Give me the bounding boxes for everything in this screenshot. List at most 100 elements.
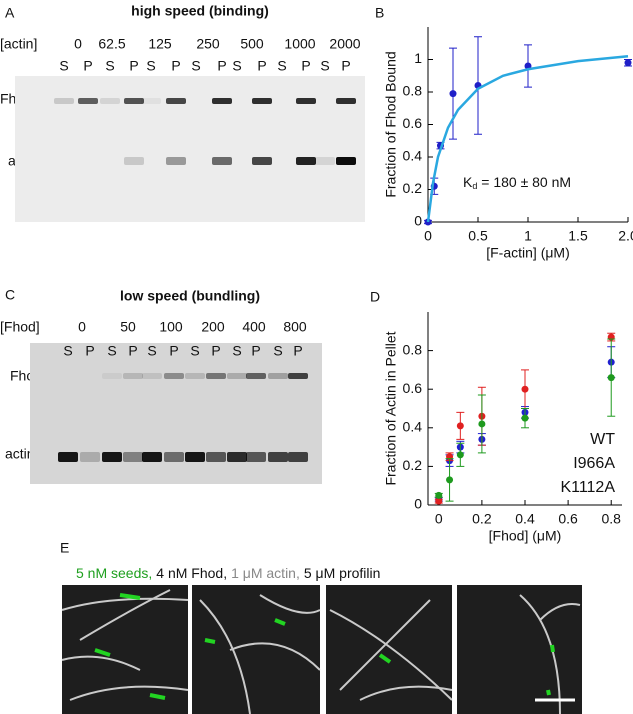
row-label: [Fhod]	[0, 319, 40, 335]
panel-label: B	[375, 5, 384, 21]
caption-part: 1 μM actin,	[231, 565, 300, 581]
y-tick-label: 0.2	[403, 180, 423, 196]
lane-label: P	[211, 343, 220, 359]
concentration: 2000	[329, 36, 360, 52]
annotation: Kd = 180 ± 80 nM	[463, 174, 571, 192]
concentration: 500	[240, 36, 264, 52]
lane-label: P	[169, 343, 178, 359]
annotation-main: K	[463, 174, 473, 190]
x-tick-label: 1.5	[568, 228, 588, 244]
point	[521, 414, 529, 422]
concentration: 800	[283, 319, 307, 335]
band	[296, 98, 316, 104]
band	[227, 452, 247, 462]
band	[124, 98, 144, 104]
gel	[30, 343, 322, 484]
band	[102, 373, 122, 379]
panel-label: C	[5, 287, 15, 303]
point	[435, 491, 443, 499]
band	[227, 373, 247, 379]
concentration: 100	[159, 319, 183, 335]
band	[288, 373, 308, 379]
x-tick-label: 0.4	[515, 511, 535, 527]
band	[296, 157, 316, 165]
gel	[15, 76, 365, 222]
gel-title: high speed (binding)	[131, 3, 269, 19]
lane-label: S	[190, 343, 199, 359]
y-tick-label: 0.6	[403, 380, 423, 396]
point	[478, 420, 486, 428]
y-tick-label: 0.2	[403, 457, 423, 473]
lane-label: S	[277, 58, 286, 74]
x-tick-label: 0.2	[472, 511, 492, 527]
concentration: 200	[201, 319, 225, 335]
point	[521, 385, 529, 393]
panel-label: A	[5, 5, 15, 21]
micrographs	[61, 585, 582, 714]
lane-label: P	[341, 58, 350, 74]
band	[102, 452, 122, 462]
y-axis-label: Fraction of Fhod Bound	[383, 51, 399, 197]
band	[164, 452, 184, 462]
y-tick-label: 1	[414, 50, 422, 66]
band	[212, 98, 232, 104]
band	[58, 452, 78, 462]
lane-label: S	[232, 343, 241, 359]
band	[166, 157, 186, 165]
y-tick-label: 0.8	[403, 83, 423, 99]
y-tick-label: 0.4	[403, 148, 423, 164]
x-tick-label: 1	[524, 228, 532, 244]
lane-label: P	[129, 58, 138, 74]
x-axis-label: [F-actin] (μM)	[486, 245, 570, 261]
panel-label: D	[370, 289, 380, 305]
band	[166, 98, 186, 104]
band	[336, 157, 356, 165]
fit-line	[426, 55, 629, 223]
concentration: 0	[74, 36, 82, 52]
lane-label: P	[128, 343, 137, 359]
concentration: 50	[120, 319, 136, 335]
lane-label: P	[251, 343, 260, 359]
concentration: 400	[242, 319, 266, 335]
lane-label: P	[83, 58, 92, 74]
band	[164, 373, 184, 379]
annotation-rest: = 180 ± 80 nM	[477, 174, 571, 190]
lane-label: P	[217, 58, 226, 74]
point	[624, 59, 632, 67]
row-label: [actin]	[0, 36, 37, 52]
lane-label: S	[59, 58, 68, 74]
lane-label: P	[301, 58, 310, 74]
lane-label: S	[107, 343, 116, 359]
band	[315, 157, 335, 165]
band	[142, 452, 162, 462]
band	[185, 452, 205, 462]
band	[123, 373, 143, 379]
lane-label: S	[146, 58, 155, 74]
lane-label: P	[85, 343, 94, 359]
concentration: 62.5	[98, 36, 125, 52]
legend-entry: WT	[590, 431, 615, 448]
y-tick-label: 0.8	[403, 341, 423, 357]
band	[252, 157, 272, 165]
panel-label: E	[60, 540, 69, 556]
band	[246, 373, 266, 379]
lane-label: S	[273, 343, 282, 359]
band	[141, 98, 161, 104]
caption: 5 nM seeds, 4 nM Fhod, 1 μM actin, 5 μM pro…	[76, 565, 384, 581]
band	[336, 98, 356, 104]
concentration: 1000	[284, 36, 315, 52]
y-tick-label: 0.6	[403, 115, 423, 131]
band	[206, 452, 226, 462]
x-tick-label: 2.0	[618, 228, 633, 244]
band	[142, 373, 162, 379]
point	[435, 497, 443, 505]
band	[185, 373, 205, 379]
band	[252, 98, 272, 104]
lane-label: P	[293, 343, 302, 359]
gel-title: low speed (bundling)	[120, 288, 260, 304]
y-axis-label: Fraction of Actin in Pellet	[383, 331, 399, 485]
legend-entry: K1112A	[560, 479, 615, 496]
lane-label: S	[147, 343, 156, 359]
